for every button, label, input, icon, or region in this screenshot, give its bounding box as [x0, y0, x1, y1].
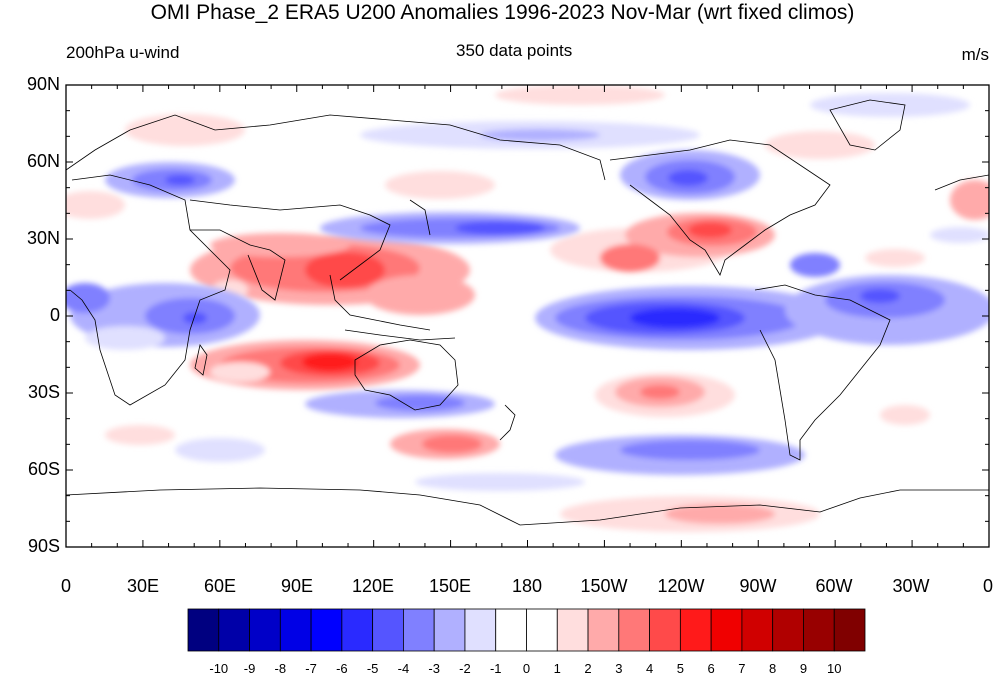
- colorbar-swatch: [372, 608, 404, 652]
- colorbar-tick-label: -2: [459, 661, 471, 676]
- colorbar-tick-label: 2: [584, 661, 592, 676]
- chart-title: OMI Phase_2 ERA5 U200 Anomalies 1996-202…: [150, 1, 855, 24]
- colorbar-tick-label: 0: [522, 661, 531, 676]
- colorbar-swatch: [772, 608, 804, 652]
- colorbar-swatch: [587, 608, 620, 652]
- colorbar-tick-label: 6: [707, 661, 715, 676]
- colorbar-swatch: [187, 608, 220, 652]
- lon-label-30e: 30E: [126, 576, 160, 596]
- colorbar-swatch: [249, 608, 281, 652]
- colorbar-tick-label: -7: [305, 661, 317, 676]
- coastlines: [66, 99, 989, 526]
- lat-label-eq: 0: [49, 305, 60, 325]
- colorbar-tick-label: 3: [615, 661, 623, 676]
- lat-label-60s: 60S: [27, 459, 60, 479]
- colorbar-tick-label: 4: [645, 661, 654, 676]
- colorbar-tick-label: -6: [336, 661, 348, 676]
- lon-label-150w: 150W: [580, 576, 628, 596]
- colorbar-swatch: [310, 608, 343, 652]
- lon-label-0-end: 0: [982, 576, 993, 596]
- lat-label-90s: 90S: [27, 536, 60, 556]
- colorbar-swatch: [279, 608, 312, 652]
- colorbar-swatch: [495, 608, 527, 652]
- colorbar-tick-label: 9: [799, 661, 808, 676]
- colorbar-tick-label: -4: [397, 661, 410, 676]
- lon-label-60w: 60W: [815, 576, 853, 596]
- lon-label-120w: 120W: [657, 576, 705, 596]
- colorbar-swatch: [526, 608, 558, 652]
- lon-label-0: 0: [60, 576, 71, 596]
- colorbar-swatch: [803, 608, 835, 652]
- colorbar-tick-label: 8: [769, 661, 777, 676]
- colorbar-swatch: [556, 608, 589, 652]
- lon-label-150e: 150E: [428, 576, 472, 596]
- colorbar-tick-label: 5: [676, 661, 684, 676]
- colorbar-tick-label: -5: [366, 661, 379, 676]
- colorbar-tick-label: 7: [738, 661, 746, 676]
- center-subtitle: 350 data points: [456, 41, 573, 60]
- colorbar-tick-label: -9: [243, 661, 256, 676]
- colorbar-swatch: [218, 608, 250, 652]
- colorbar-swatch: [618, 608, 650, 652]
- colorbar-tick-label: -1: [489, 661, 502, 676]
- colorbar-tick-label: 1: [553, 661, 561, 676]
- lat-label-60n: 60N: [26, 151, 60, 171]
- lon-label-90w: 90W: [739, 576, 777, 596]
- left-subtitle: 200hPa u-wind: [66, 43, 180, 62]
- lon-label-30w: 30W: [892, 576, 930, 596]
- colorbar-tick-label: -10: [209, 661, 229, 676]
- lat-label-30n: 30N: [26, 228, 60, 248]
- colorbar-swatch: [710, 608, 743, 652]
- colorbar-swatch: [679, 608, 712, 652]
- colorbar-swatch: [741, 608, 774, 652]
- colorbar-swatch: [433, 608, 466, 652]
- colorbar-swatch: [403, 608, 435, 652]
- lon-label-90e: 90E: [280, 576, 314, 596]
- lon-label-60e: 60E: [203, 576, 237, 596]
- colorbar-tick-label: 10: [826, 661, 842, 676]
- colorbar-tick-label: -3: [428, 661, 440, 676]
- lat-label-90n: 90N: [26, 74, 60, 94]
- colorbar-swatch: [649, 608, 681, 652]
- axis-ticks: [65, 84, 990, 548]
- colorbar-swatch: [833, 608, 866, 652]
- colorbar-tick-label: -8: [274, 661, 287, 676]
- lat-label-30s: 30S: [27, 382, 60, 402]
- units-label: m/s: [961, 45, 989, 64]
- colorbar-swatch: [464, 608, 497, 652]
- anomaly-field: [66, 85, 989, 532]
- colorbar: [187, 608, 866, 652]
- lon-label-180: 180: [511, 576, 543, 596]
- lon-label-120e: 120E: [351, 576, 395, 596]
- colorbar-swatch: [341, 608, 374, 652]
